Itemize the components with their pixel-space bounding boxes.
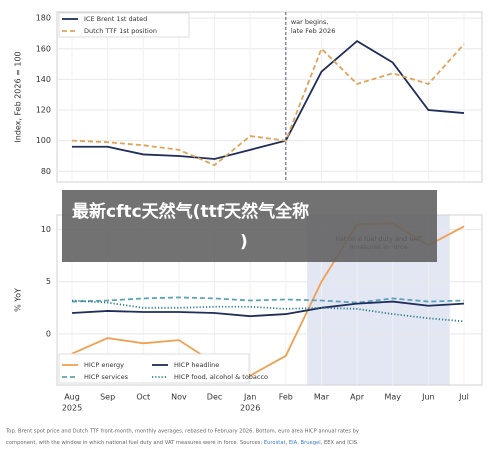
- footer-part: Eurostat: [264, 440, 286, 446]
- legend-label: HICP energy: [84, 361, 124, 369]
- y-tick-label: 140: [36, 75, 51, 84]
- x-tick-label: Oct: [136, 393, 150, 402]
- y-axis-label: % YoY: [14, 288, 23, 312]
- x-tick-label: May: [384, 393, 401, 402]
- y-tick-label: 100: [36, 136, 51, 145]
- annotation: war begins,: [291, 18, 329, 26]
- overlay-text: ): [240, 232, 248, 252]
- annotation: late Feb 2026: [291, 27, 336, 35]
- legend-box: [58, 353, 250, 384]
- footer-part: , EEX and ICIS.: [321, 440, 359, 446]
- legend-label: Dutch TTF 1st position: [84, 27, 157, 35]
- x-tick-label: 2026: [240, 404, 260, 413]
- overlay-text: 最新cftc天然气(ttf天然气全称: [72, 201, 309, 222]
- footer-line: Top. Brent spot price and Dutch TTF fron…: [5, 429, 359, 435]
- footer-part: EIA: [289, 440, 298, 446]
- line-series: [72, 39, 465, 160]
- x-tick-label: 2025: [62, 404, 82, 413]
- y-tick-label: 180: [36, 14, 51, 23]
- footer-part: ,: [297, 440, 300, 446]
- y-tick-label: 0: [46, 329, 51, 338]
- y-tick-label: 160: [36, 44, 51, 53]
- x-tick-label: Feb: [279, 393, 293, 402]
- y-tick-label: 10: [41, 225, 51, 234]
- legend-label: HICP services: [84, 373, 129, 381]
- footer: Top. Brent spot price and Dutch TTF fron…: [5, 429, 359, 446]
- x-tick-label: Dec: [207, 393, 222, 402]
- x-tick-label: Sep: [100, 393, 115, 402]
- legend-label: HICP food, alcohol & tobacco: [174, 373, 268, 381]
- plot-frame: [56, 11, 483, 183]
- legend-label: HICP headline: [174, 361, 219, 369]
- footer-part: ,: [286, 440, 289, 446]
- footer-part: component, with the window in which nati…: [6, 440, 264, 446]
- x-tick-label: Nov: [171, 393, 187, 402]
- legend-label: ICE Brent 1st dated: [84, 15, 147, 23]
- line-series: [71, 43, 465, 167]
- line-series: [71, 296, 465, 304]
- line-series: [71, 300, 465, 318]
- x-tick-label: Mar: [314, 393, 330, 402]
- y-axis-label: Index, Feb 2026 = 100: [14, 51, 23, 142]
- y-tick-label: 120: [36, 106, 51, 115]
- x-tick-label: Jan: [243, 393, 256, 402]
- footer-line: component, with the window in which nati…: [6, 440, 359, 446]
- x-tick-label: Jun: [421, 393, 435, 402]
- overlay-banner: [62, 190, 437, 262]
- x-tick-label: Apr: [350, 393, 365, 402]
- legend-box: [58, 12, 190, 38]
- y-tick-label: 80: [41, 167, 51, 176]
- x-tick-label: Aug: [64, 393, 80, 402]
- x-tick-label: Jul: [458, 393, 469, 402]
- footer-part: Bruegel: [301, 440, 321, 446]
- y-tick-label: 5: [46, 277, 51, 286]
